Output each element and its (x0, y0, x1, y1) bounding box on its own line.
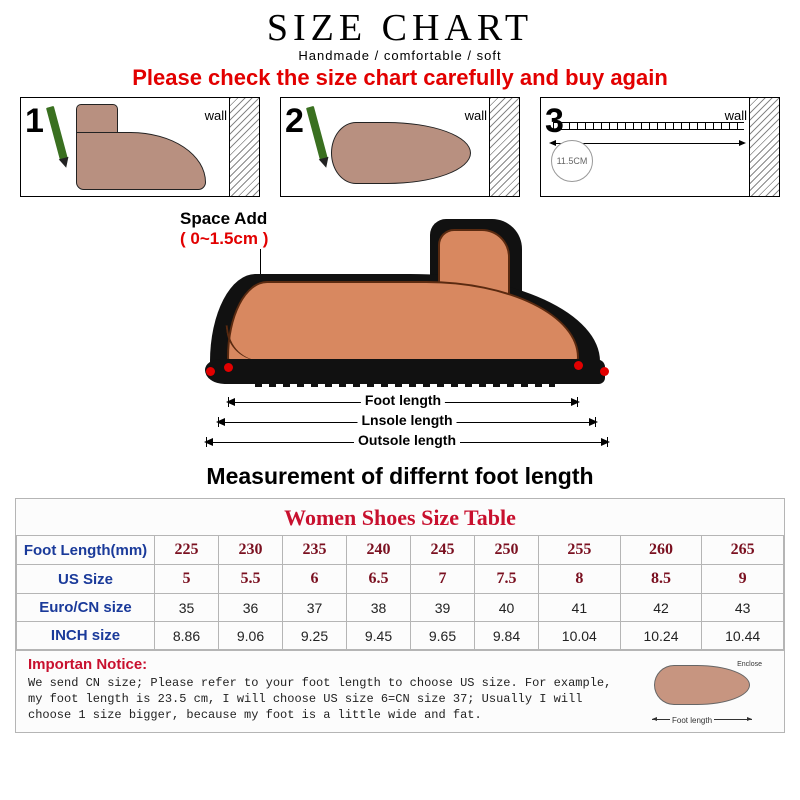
cell: 5.5 (219, 565, 283, 594)
notice-box: Importan Notice: We send CN size; Please… (16, 650, 784, 732)
cell: 9.84 (475, 622, 539, 650)
cell: 9 (702, 565, 784, 594)
row-foot-length: Foot Length(mm) 225 230 235 240 245 250 … (17, 536, 784, 565)
cell: 39 (411, 594, 475, 622)
table-title: Women Shoes Size Table (16, 499, 784, 535)
step-3: 3 wall 11.5CM (540, 97, 780, 197)
circle-width-label: 11.5CM (551, 140, 593, 182)
cell: 8 (539, 565, 621, 594)
cell: 10.04 (539, 622, 621, 650)
row-us-size: US Size 5 5.5 6 6.5 7 7.5 8 8.5 9 (17, 565, 784, 594)
cell: 35 (155, 594, 219, 622)
cell: 41 (539, 594, 621, 622)
wall-hatch-icon (229, 98, 259, 197)
row-inch: INCH size 8.86 9.06 9.25 9.45 9.65 9.84 … (17, 622, 784, 650)
subtitle: Handmade / comfortable / soft (20, 48, 780, 63)
cell: 250 (475, 536, 539, 565)
space-add-arrow-icon (260, 249, 261, 275)
foot-length-label: Foot length (361, 392, 445, 408)
cell: 42 (620, 594, 702, 622)
size-table: Foot Length(mm) 225 230 235 240 245 250 … (16, 535, 784, 650)
cell: 9.06 (219, 622, 283, 650)
size-table-section: Women Shoes Size Table Foot Length(mm) 2… (15, 498, 785, 733)
cell: 225 (155, 536, 219, 565)
main-foot-diagram: Space Add ( 0~1.5cm ) Foot length Lnsole… (120, 209, 680, 459)
cell: 8.5 (620, 565, 702, 594)
cell: 7.5 (475, 565, 539, 594)
step1-number: 1 (25, 102, 44, 141)
cell: 10.44 (702, 622, 784, 650)
marker-dot-icon (224, 363, 233, 372)
cell: 240 (347, 536, 411, 565)
cell: 260 (620, 536, 702, 565)
cell: 38 (347, 594, 411, 622)
insole-length-arrow: Lnsole length (218, 422, 596, 423)
wall-hatch-icon (749, 98, 779, 197)
marker-dot-icon (600, 367, 609, 376)
insole-length-label: Lnsole length (358, 412, 457, 428)
cell: 245 (411, 536, 475, 565)
label-foot-length: Foot Length(mm) (17, 536, 155, 565)
label-us-size: US Size (17, 565, 155, 594)
label-inch: INCH size (17, 622, 155, 650)
cell: 6 (283, 565, 347, 594)
marker-dot-icon (574, 361, 583, 370)
cell: 40 (475, 594, 539, 622)
shoe-tread-icon (255, 371, 555, 387)
space-add-text: Space Add (180, 209, 267, 228)
cell: 230 (219, 536, 283, 565)
notice-body: We send CN size; Please refer to your fo… (28, 675, 618, 724)
row-euro-cn: Euro/CN size 35 36 37 38 39 40 41 42 43 (17, 594, 784, 622)
foot-top-illustration (331, 114, 481, 184)
step-1: 1 wall (20, 97, 260, 197)
outsole-length-arrow: Outsole length (206, 442, 608, 443)
foot-length-arrow: Foot length (228, 402, 578, 403)
measurement-heading: Measurement of differnt foot length (0, 463, 800, 490)
space-add-label: Space Add ( 0~1.5cm ) (180, 209, 268, 249)
warning-text: Please check the size chart carefully an… (20, 65, 780, 91)
pencil-icon (306, 106, 328, 161)
cell: 8.86 (155, 622, 219, 650)
marker-dot-icon (206, 367, 215, 376)
cell: 9.25 (283, 622, 347, 650)
foot-side-illustration (76, 122, 216, 190)
label-euro-cn: Euro/CN size (17, 594, 155, 622)
steps-row: 1 wall 2 wall 3 wall 11.5CM (20, 97, 780, 197)
step3-wall-label: wall (725, 108, 747, 123)
cell: 5 (155, 565, 219, 594)
cell: 9.65 (411, 622, 475, 650)
cell: 235 (283, 536, 347, 565)
wall-hatch-icon (489, 98, 519, 197)
pencil-icon (46, 106, 68, 161)
cell: 43 (702, 594, 784, 622)
step-2: 2 wall (280, 97, 520, 197)
cell: 265 (702, 536, 784, 565)
mini-enclose-label: Enclose (737, 661, 762, 668)
step2-number: 2 (285, 102, 304, 141)
title-main: SIZE CHART (20, 6, 780, 50)
cell: 255 (539, 536, 621, 565)
mini-foot-shape-icon (654, 665, 750, 705)
cell: 6.5 (347, 565, 411, 594)
cell: 37 (283, 594, 347, 622)
ruler-icon (553, 122, 744, 130)
outsole-length-label: Outsole length (354, 432, 460, 448)
cell: 10.24 (620, 622, 702, 650)
step1-wall-label: wall (205, 108, 227, 123)
space-add-range: ( 0~1.5cm ) (180, 229, 268, 248)
mini-foot-illustration: Enclose Foot length (646, 661, 766, 723)
top-section: SIZE CHART Handmade / comfortable / soft… (0, 0, 800, 91)
cell: 9.45 (347, 622, 411, 650)
cell: 7 (411, 565, 475, 594)
cell: 36 (219, 594, 283, 622)
mini-foot-length-label: Foot length (670, 716, 714, 725)
